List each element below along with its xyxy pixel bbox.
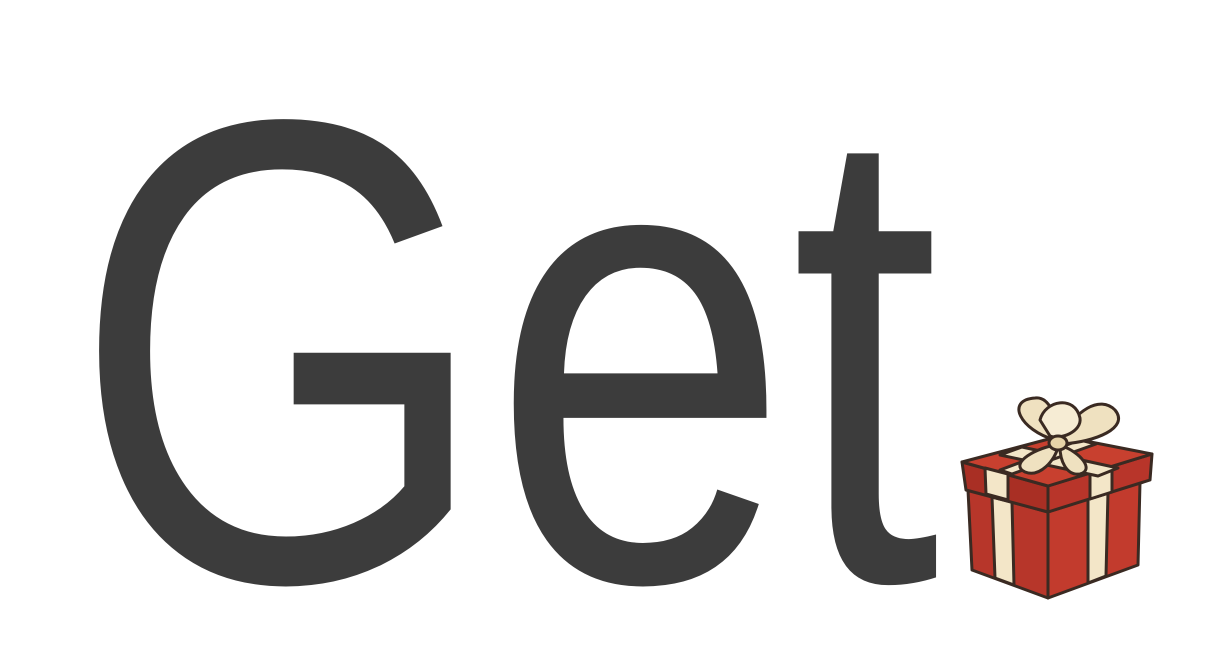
headline: Get — [72, 0, 942, 656]
gift-icon — [960, 396, 1154, 600]
